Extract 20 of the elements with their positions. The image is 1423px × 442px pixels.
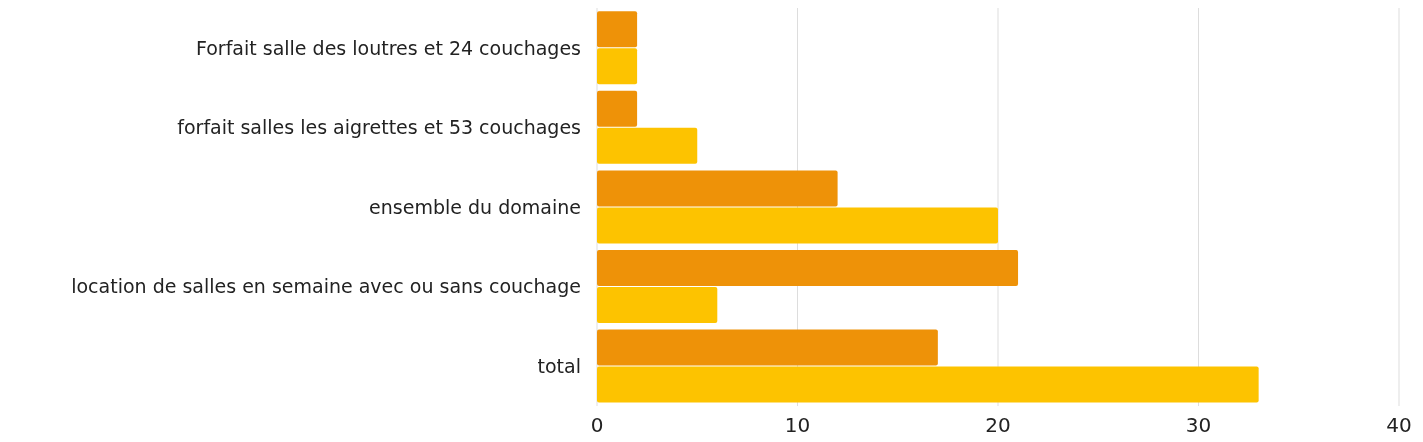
y-tick-label: total: [537, 354, 581, 377]
y-tick-label: forfait salles les aigrettes et 53 couchages: [177, 116, 581, 139]
x-tick-label: 10: [784, 413, 811, 438]
bar: [597, 249, 1019, 286]
bar: [597, 11, 638, 48]
bar: [597, 127, 698, 164]
x-tick-label: 0: [590, 413, 604, 438]
x-tick-label: 30: [1185, 413, 1212, 438]
bar: [597, 286, 718, 323]
x-tick-label: 40: [1386, 413, 1412, 438]
y-tick-label: location de salles en semaine avec ou sans couchage: [71, 275, 581, 298]
bar: [597, 366, 1259, 403]
bar: [597, 170, 838, 207]
bar: [597, 90, 638, 127]
bar: [597, 207, 998, 244]
bar: [597, 48, 638, 85]
x-tick-label: 20: [985, 413, 1011, 438]
bar: [597, 329, 938, 366]
y-tick-label: Forfait salle des loutres et 24 couchages: [195, 36, 581, 59]
y-tick-label: ensemble du domaine: [369, 195, 581, 218]
